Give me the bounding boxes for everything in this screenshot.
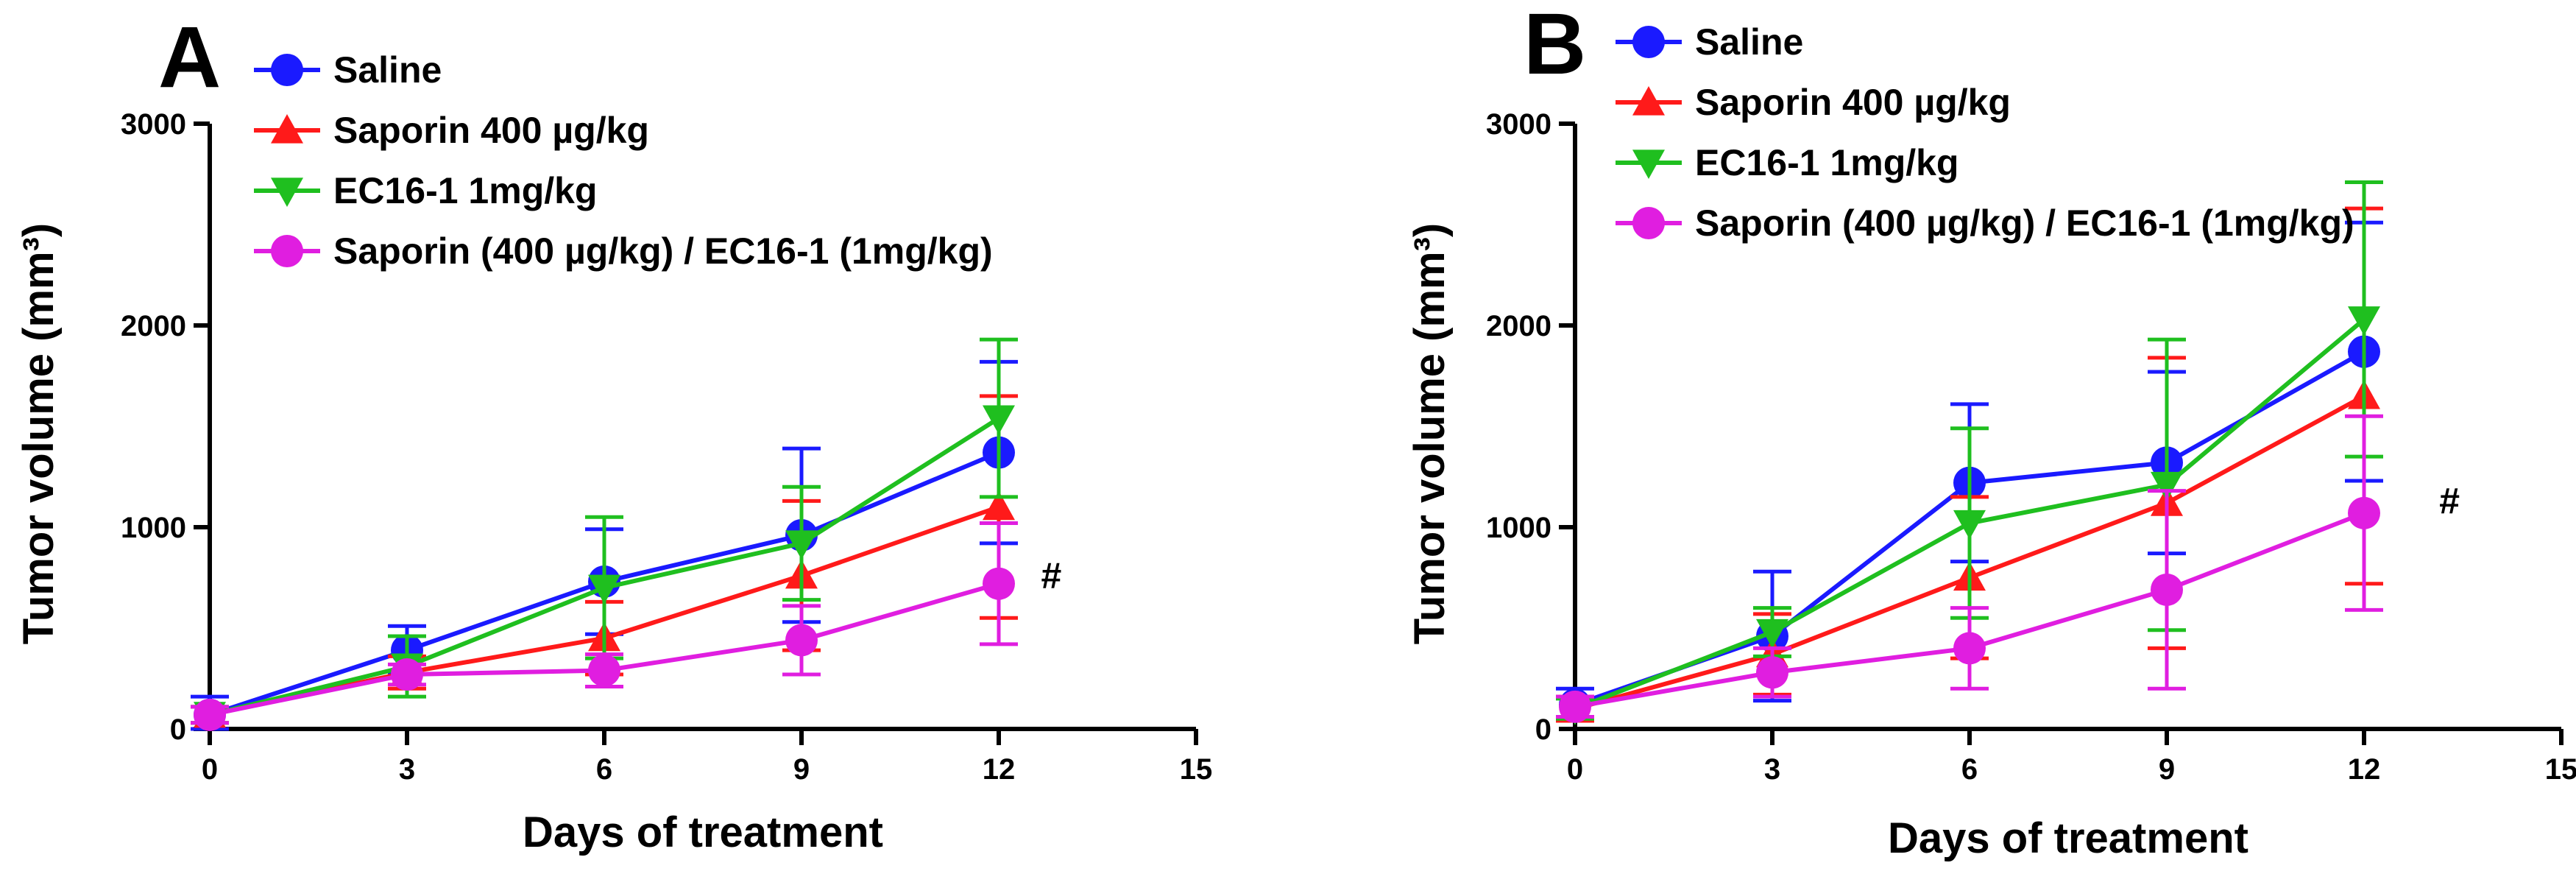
x-axis-title: Days of treatment: [1888, 814, 2248, 862]
y-tick-label: 0: [170, 713, 186, 746]
data-point: [194, 698, 226, 731]
panel-letter: A: [158, 9, 221, 106]
y-tick-label: 1000: [121, 512, 186, 544]
data-point: [1559, 690, 1591, 723]
significance-marker: #: [1041, 555, 1062, 596]
series-4: Saporin (400 µg/kg) / EC16-1 (1mg/kg): [191, 230, 1018, 731]
legend-label: Saporin 400 µg/kg: [333, 110, 649, 151]
data-point: [391, 658, 423, 691]
y-tick-label: 2000: [1486, 310, 1551, 342]
legend-label: Saline: [333, 49, 442, 91]
significance-marker: #: [2439, 480, 2460, 521]
x-tick-label: 15: [1180, 753, 1213, 786]
x-tick-label: 9: [793, 753, 810, 786]
legend-label: Saporin (400 µg/kg) / EC16-1 (1mg/kg): [333, 230, 993, 272]
data-point: [2151, 471, 2183, 501]
legend-marker: [271, 54, 303, 86]
data-point: [785, 530, 818, 560]
series-4: Saporin (400 µg/kg) / EC16-1 (1mg/kg): [1556, 202, 2383, 723]
data-point: [1953, 510, 1986, 540]
data-point: [1756, 619, 1788, 649]
y-tick-label: 3000: [1486, 108, 1551, 141]
x-axis-title: Days of treatment: [523, 808, 883, 856]
x-tick-label: 12: [983, 753, 1016, 786]
x-tick-label: 3: [1764, 753, 1780, 786]
y-axis-title: Tumor volume (mm³): [15, 223, 63, 645]
legend-label: Saporin 400 µg/kg: [1695, 82, 2011, 123]
data-point: [1756, 656, 1788, 689]
chart-panel-b: B 0 3 6 9 12 15 0 1000 2000 3000 Days of treatment T…: [1406, 0, 2576, 862]
legend-label: EC16-1 1mg/kg: [333, 170, 597, 211]
data-point: [1953, 632, 1986, 665]
y-axis-title: Tumor volume (mm³): [1406, 223, 1454, 645]
legend-label: EC16-1 1mg/kg: [1695, 142, 1958, 183]
x-tick-label: 9: [2159, 753, 2175, 786]
legend-label: Saline: [1695, 21, 1803, 63]
legend-marker: [271, 235, 303, 267]
x-tick-label: 15: [2545, 753, 2576, 786]
data-point: [2348, 496, 2380, 529]
x-tick-label: 12: [2348, 753, 2381, 786]
x-tick-label: 6: [1961, 753, 1978, 786]
data-point: [983, 405, 1015, 435]
chart-panel-a: A 0 3 6 9 12 15 0 1000 2000 3000 Days of treatment T…: [15, 9, 1212, 856]
data-point: [785, 624, 818, 657]
x-tick-label: 3: [399, 753, 415, 786]
data-point: [983, 567, 1015, 600]
data-point: [588, 574, 620, 605]
legend-marker: [271, 114, 303, 144]
data-point: [983, 490, 1015, 521]
x-tick-label: 6: [596, 753, 612, 786]
legend-marker: [1632, 26, 1665, 58]
y-tick-label: 2000: [121, 310, 186, 342]
legend-marker: [1632, 149, 1665, 179]
data-point: [2151, 573, 2183, 606]
y-tick-label: 0: [1535, 713, 1551, 746]
x-tick-label: 0: [202, 753, 218, 786]
y-tick-label: 3000: [121, 108, 186, 141]
legend-label: Saporin (400 µg/kg) / EC16-1 (1mg/kg): [1695, 202, 2354, 244]
panel-letter: B: [1524, 0, 1586, 93]
x-tick-label: 0: [1567, 753, 1583, 786]
legend-marker: [271, 177, 303, 207]
y-tick-label: 1000: [1486, 512, 1551, 544]
data-point: [2348, 306, 2380, 336]
legend-marker: [1632, 207, 1665, 239]
legend-marker: [1632, 86, 1665, 116]
data-point: [588, 654, 620, 687]
